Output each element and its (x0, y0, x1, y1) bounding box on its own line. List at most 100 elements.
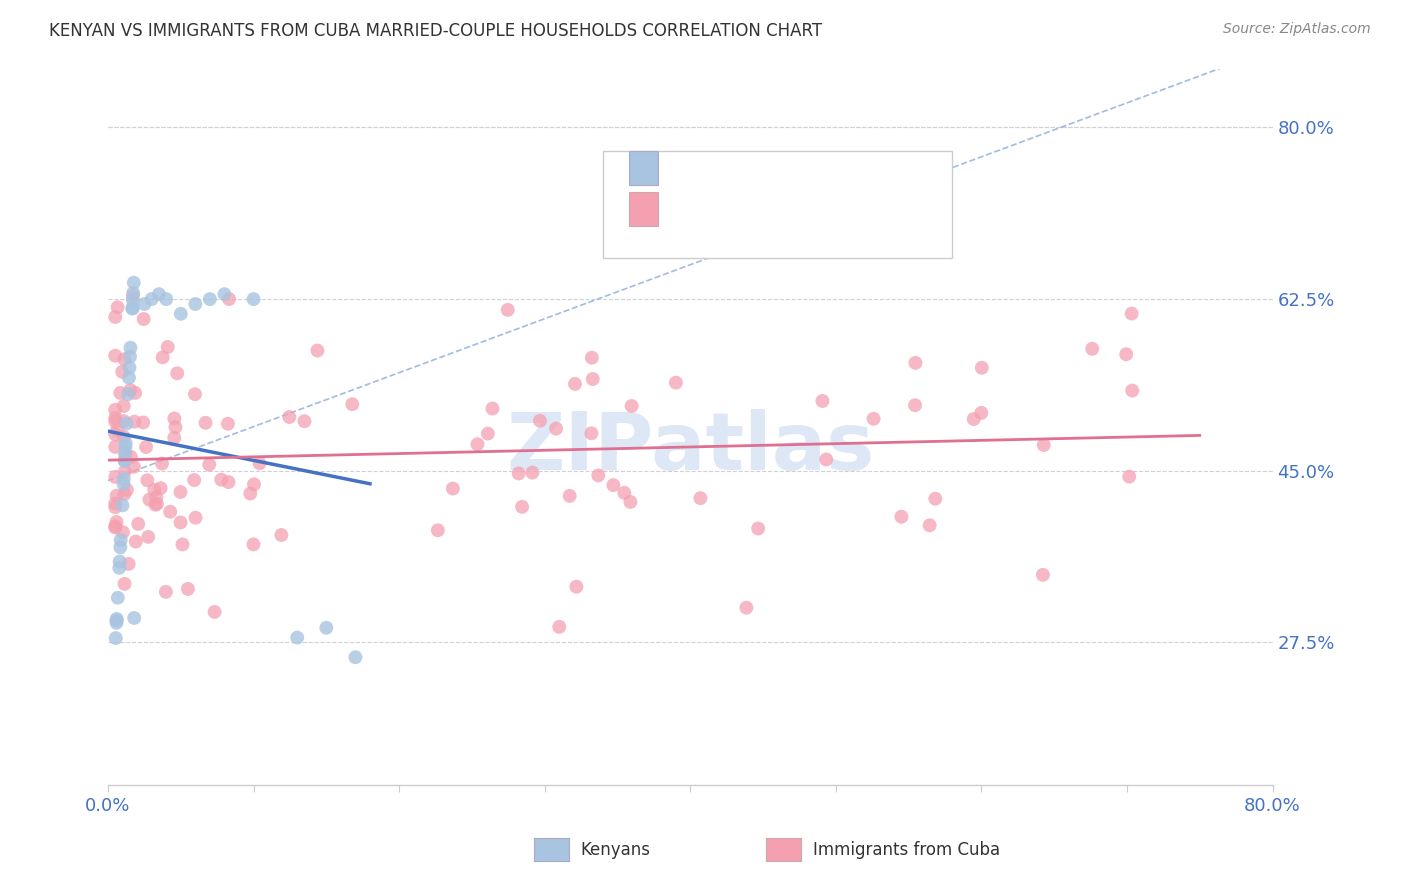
Text: N =: N = (778, 200, 818, 218)
Text: 0.292: 0.292 (714, 159, 776, 178)
Point (477, 426, 499, 441)
Point (156, 340, 179, 354)
Point (114, 445, 136, 459)
Point (110, 385, 132, 400)
Point (970, 360, 993, 375)
Text: 41: 41 (823, 159, 856, 178)
Point (198, 458, 221, 472)
Point (184, 297, 207, 311)
Point (146, 497, 169, 511)
Point (104, 440, 127, 454)
Point (104, 310, 127, 324)
Point (294, 414, 316, 428)
Point (602, 478, 624, 492)
Point (242, 292, 264, 306)
Point (198, 292, 221, 306)
Point (285, 631, 308, 645)
Point (121, 301, 143, 316)
Point (122, 611, 145, 625)
Point (122, 293, 145, 308)
Point (104, 414, 127, 428)
Point (136, 530, 159, 544)
Point (110, 541, 132, 555)
Point (564, 376, 586, 391)
Point (177, 582, 200, 596)
Point (121, 289, 143, 303)
Point (121, 301, 143, 316)
Point (862, 411, 884, 425)
Point (125, 534, 148, 549)
Point (114, 577, 136, 591)
Point (112, 399, 135, 413)
Text: ZIPatlas: ZIPatlas (506, 409, 875, 487)
Point (184, 387, 207, 401)
Point (120, 383, 142, 397)
Point (104, 411, 127, 425)
Point (107, 591, 129, 605)
Point (149, 481, 172, 495)
Text: Immigrants from Cuba: Immigrants from Cuba (813, 841, 1000, 859)
Point (104, 349, 127, 363)
Point (904, 356, 927, 370)
Point (565, 580, 588, 594)
Point (122, 286, 145, 301)
Point (184, 510, 207, 524)
Bar (628, 192, 658, 226)
Point (115, 483, 138, 497)
Point (1118, 469, 1140, 483)
Point (242, 537, 264, 551)
Point (104, 520, 127, 534)
Text: KENYAN VS IMMIGRANTS FROM CUBA MARRIED-COUPLE HOUSEHOLDS CORRELATION CHART: KENYAN VS IMMIGRANTS FROM CUBA MARRIED-C… (49, 22, 823, 40)
Point (159, 505, 181, 519)
Point (529, 414, 551, 428)
Point (124, 415, 146, 429)
Point (127, 516, 149, 531)
Point (104, 427, 127, 442)
Point (441, 482, 464, 496)
Point (209, 473, 232, 487)
Point (890, 509, 912, 524)
Point (132, 312, 155, 326)
Point (110, 533, 132, 547)
Point (134, 297, 156, 311)
Point (120, 341, 142, 355)
Point (105, 423, 128, 437)
Point (117, 387, 139, 401)
Point (904, 398, 927, 412)
Point (548, 620, 571, 634)
Point (108, 555, 131, 569)
Text: 0.114: 0.114 (717, 200, 779, 219)
Point (924, 491, 946, 506)
Point (104, 519, 127, 533)
Point (120, 450, 142, 464)
Point (811, 394, 834, 409)
Point (117, 557, 139, 571)
Point (918, 518, 941, 533)
Point (124, 385, 146, 400)
Text: 125: 125 (823, 200, 863, 219)
Point (111, 525, 134, 540)
Point (496, 302, 519, 317)
Point (163, 431, 186, 445)
Point (108, 561, 131, 575)
Text: Kenyans: Kenyans (581, 841, 651, 859)
Point (1121, 384, 1143, 398)
Point (172, 537, 194, 551)
Text: R =: R = (671, 159, 710, 178)
Point (107, 300, 129, 314)
Text: N =: N = (778, 159, 818, 178)
Point (1032, 438, 1054, 452)
Point (342, 397, 364, 411)
Point (112, 472, 135, 486)
Point (112, 430, 135, 444)
Point (105, 614, 128, 628)
Point (581, 426, 603, 441)
Point (132, 416, 155, 430)
Point (104, 496, 127, 510)
Point (114, 454, 136, 468)
Point (118, 370, 141, 384)
Point (166, 366, 188, 380)
Point (105, 489, 128, 503)
Point (111, 499, 134, 513)
Point (620, 399, 643, 413)
